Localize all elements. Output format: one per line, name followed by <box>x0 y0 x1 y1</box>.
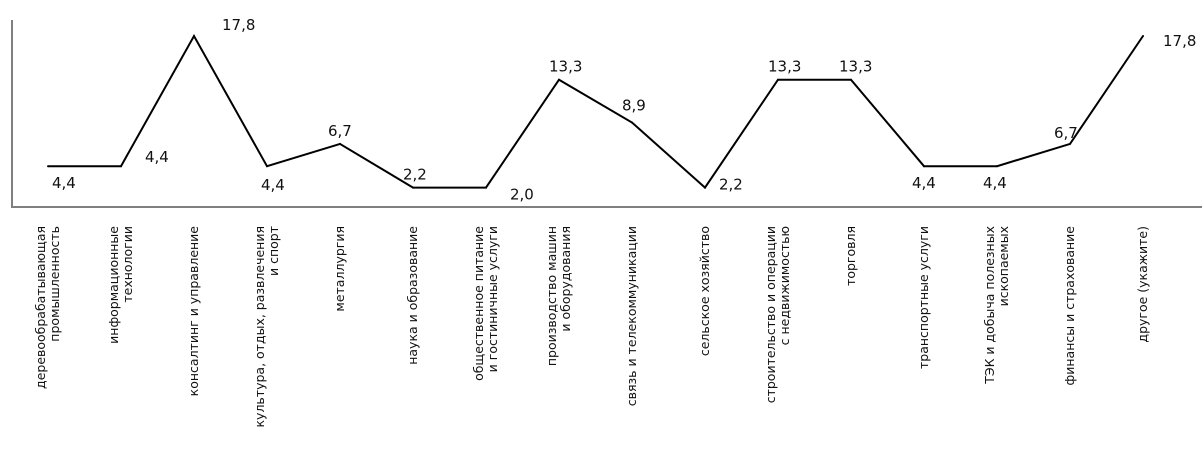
category-label-line: консалтинг и управление <box>186 226 201 397</box>
category-label-line: деревообрабатывающая <box>33 226 48 389</box>
category-label: связь и телекоммуникации <box>624 226 639 406</box>
category-label: общественное питание и гостиничные услуги <box>471 226 500 381</box>
data-point <box>485 186 487 189</box>
data-point <box>120 165 122 168</box>
category-label-line: наука и образование <box>405 226 420 365</box>
data-label: 2,2 <box>403 166 427 184</box>
category-label: наука и образование <box>405 226 420 365</box>
category-label: производство машин и оборудования <box>544 226 573 366</box>
data-label: 2,0 <box>510 186 534 204</box>
data-label: 6,7 <box>1054 124 1078 142</box>
category-label: строительство и операции с недвижимостью <box>763 226 792 403</box>
category-label-line: культура, отдых, развлечения <box>252 226 267 428</box>
category-label: деревообрабатывающая промышленность <box>33 226 62 389</box>
category-label-line: торговля <box>843 226 858 286</box>
data-label: 13,3 <box>549 58 582 76</box>
data-point <box>631 121 633 124</box>
category-label: другое (укажите) <box>1135 226 1150 343</box>
data-label: 2,2 <box>719 176 743 194</box>
category-label-line: строительство и операции <box>763 226 778 403</box>
data-point <box>996 165 998 168</box>
category-label: торговля <box>843 226 858 286</box>
data-point <box>704 186 706 189</box>
category-label: консалтинг и управление <box>186 226 201 397</box>
data-label: 17,8 <box>1163 32 1196 50</box>
data-point <box>266 165 268 168</box>
data-label: 4,4 <box>912 174 936 192</box>
data-label: 17,8 <box>222 16 255 34</box>
category-label-line: и спорт <box>266 226 281 276</box>
category-label: металлургия <box>332 226 347 312</box>
category-label-line: другое (укажите) <box>1135 226 1150 343</box>
data-label: 4,4 <box>145 148 169 166</box>
data-point <box>412 186 414 189</box>
category-labels: деревообрабатывающая промышленность информ… <box>33 226 1150 428</box>
category-label-line: технологии <box>120 226 135 303</box>
data-label: 4,4 <box>261 176 285 194</box>
data-label: 4,4 <box>52 174 76 192</box>
category-label-line: сельское хозяйство <box>697 226 712 356</box>
series-line <box>48 33 1144 190</box>
data-point <box>850 78 852 81</box>
category-label: сельское хозяйство <box>697 226 712 356</box>
data-point <box>339 142 341 145</box>
category-label-line: информационные <box>106 226 121 344</box>
category-label: финансы и страхование <box>1062 226 1077 386</box>
category-label: ТЭК и добыча полезных ископаемых <box>982 226 1011 385</box>
data-label: 13,3 <box>839 58 872 76</box>
category-label: информационные технологии <box>106 226 135 344</box>
category-label-line: производство машин <box>544 226 559 366</box>
category-label-line: транспортные услуги <box>916 226 931 369</box>
data-point <box>558 78 560 81</box>
data-label: 13,3 <box>768 58 801 76</box>
category-label-line: общественное питание <box>471 226 486 381</box>
axes <box>11 20 1202 208</box>
data-point <box>777 78 779 81</box>
category-label-line: ископаемых <box>996 226 1011 306</box>
category-label-line: ТЭК и добыча полезных <box>982 226 997 385</box>
category-label-line: связь и телекоммуникации <box>624 226 639 406</box>
category-label-line: с недвижимостью <box>777 226 792 345</box>
data-point <box>1069 142 1071 145</box>
category-label-line: промышленность <box>47 226 62 342</box>
data-label: 6,7 <box>328 122 352 140</box>
data-label: 4,4 <box>983 174 1007 192</box>
category-label-line: финансы и страхование <box>1062 226 1077 386</box>
data-labels: 4,4 4,4 17,8 4,4 6,7 2,2 2,0 13,3 8,9 2,2 13,3 13,3… <box>52 16 1196 204</box>
category-label-line: металлургия <box>332 226 347 312</box>
series-layer <box>47 33 1144 190</box>
data-point <box>923 165 925 168</box>
data-point <box>1142 35 1144 37</box>
data-point <box>47 165 49 168</box>
category-label-line: и гостиничные услуги <box>485 226 500 372</box>
category-label: транспортные услуги <box>916 226 931 369</box>
category-label-line: и оборудования <box>558 226 573 332</box>
data-point <box>193 35 195 37</box>
data-label: 8,9 <box>622 97 646 115</box>
category-label: культура, отдых, развлечения и спорт <box>252 226 281 428</box>
